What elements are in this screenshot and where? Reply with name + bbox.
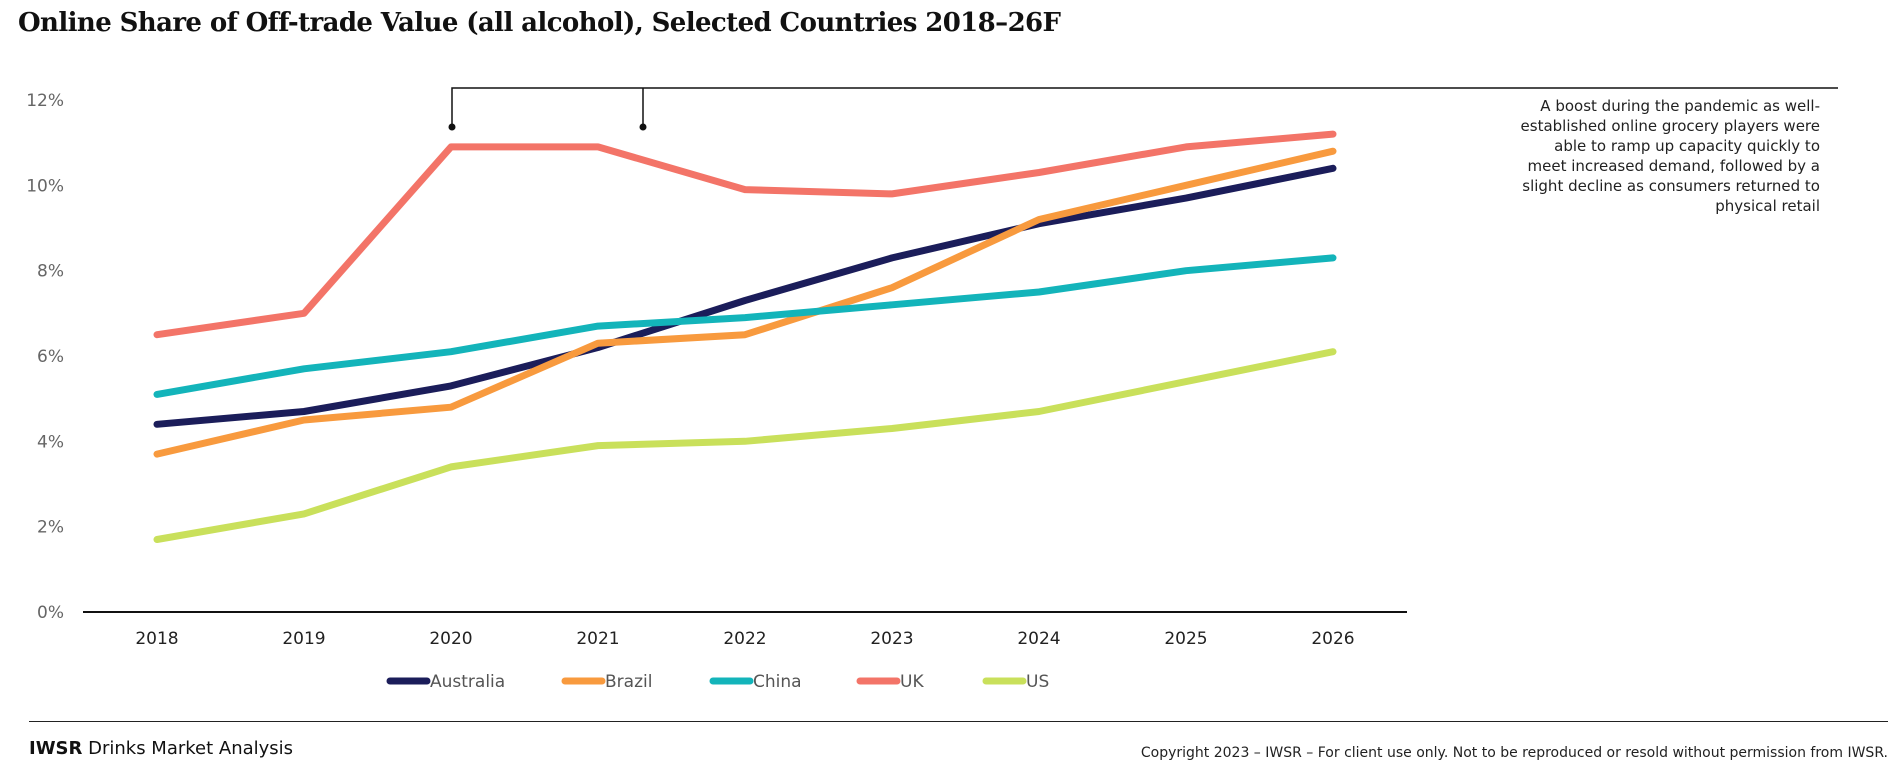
annotation-bracket — [448, 87, 1838, 131]
series-line-australia — [153, 164, 1337, 428]
legend: Australia Brazil China UK US — [386, 672, 1049, 692]
y-tick-label: 12% — [26, 91, 64, 111]
footer-divider — [29, 721, 1888, 722]
series-line-us — [153, 348, 1337, 543]
legend-label: UK — [900, 672, 924, 692]
annotation-dot — [448, 123, 456, 131]
series-line-china — [153, 254, 1337, 398]
x-tick-label: 2018 — [135, 629, 178, 649]
legend-item-uk: UK — [856, 672, 924, 692]
y-tick-label: 4% — [37, 432, 64, 452]
legend-item-china: China — [709, 672, 802, 692]
series-lines — [153, 130, 1337, 543]
y-tick-label: 10% — [26, 176, 64, 196]
x-tick-label: 2019 — [282, 629, 325, 649]
series-line-brazil — [153, 147, 1337, 458]
brand-name: Drinks Market Analysis — [82, 738, 294, 759]
y-tick-label: 6% — [37, 347, 64, 367]
annotation-leader-line — [451, 87, 1838, 127]
annotation-dot — [639, 123, 647, 131]
legend-label: US — [1026, 672, 1049, 692]
legend-label: Australia — [430, 672, 505, 692]
y-tick-label: 8% — [37, 262, 64, 282]
chart-title: Online Share of Off-trade Value (all alc… — [18, 8, 1061, 38]
brand-bold: IWSR — [29, 738, 83, 759]
x-tick-label: 2025 — [1164, 629, 1207, 649]
x-tick-label: 2024 — [1017, 629, 1060, 649]
y-axis: 0% 2% 4% 6% 8% 10% 12% — [26, 91, 64, 623]
x-tick-label: 2023 — [870, 629, 913, 649]
y-tick-label: 2% — [37, 518, 64, 538]
annotation-text: A boost during the pandemic as well-esta… — [1520, 97, 1820, 215]
legend-label: Brazil — [605, 672, 652, 692]
legend-item-australia: Australia — [386, 672, 505, 692]
legend-item-us: US — [982, 672, 1049, 692]
x-axis: 2018 2019 2020 2021 2022 2023 2024 2025 2026 — [83, 611, 1407, 649]
series-line-uk — [153, 130, 1337, 339]
x-tick-label: 2026 — [1311, 629, 1354, 649]
x-tick-label: 2022 — [723, 629, 766, 649]
legend-label: China — [753, 672, 802, 692]
legend-item-brazil: Brazil — [561, 672, 652, 692]
x-tick-label: 2021 — [576, 629, 619, 649]
copyright-notice: Copyright 2023 – IWSR – For client use o… — [1140, 745, 1888, 761]
brand-logo: IWSR Drinks Market Analysis — [29, 738, 293, 759]
y-tick-label: 0% — [37, 603, 64, 623]
x-tick-label: 2020 — [429, 629, 472, 649]
